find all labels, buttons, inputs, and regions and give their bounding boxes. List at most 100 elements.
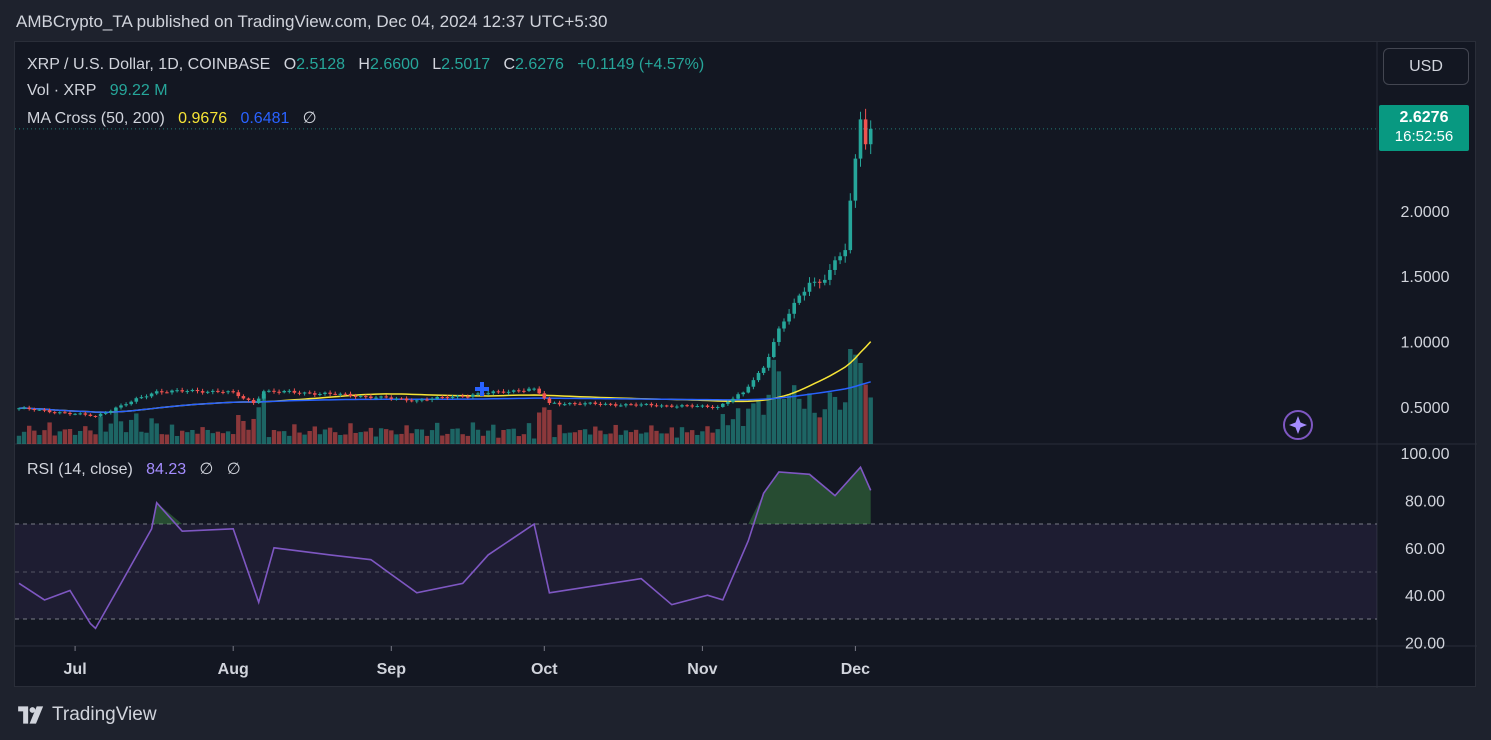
volume-bar [394,434,399,444]
candle [751,380,756,387]
candle [460,395,465,397]
volume-bar [57,431,62,444]
volume-bar [419,429,425,444]
volume-bar [164,434,170,444]
candle [78,413,82,415]
chart-canvas[interactable]: 0.5000 1.0000 1.5000 2.0000 20.00 40.00 60.00 8… [15,42,1477,688]
candle [649,403,654,406]
volume-bar [67,429,73,444]
candle [440,396,445,398]
candle [205,391,210,393]
high-label: H [358,56,370,73]
currency-button[interactable]: USD [1383,48,1469,85]
time-axis-tick: Dec [841,661,870,678]
volume-bar [501,429,506,444]
volume-bar [174,435,180,444]
candle [547,398,552,404]
volume-bar [572,432,578,444]
ma200-value: 0.6481 [240,110,290,127]
volume-bar [287,435,292,444]
volume-bar [195,433,200,444]
volume-bar [37,434,42,444]
candle [506,391,511,393]
candle [705,405,710,407]
volume-bar [516,436,521,444]
candle [384,396,388,398]
ma50-line [18,341,872,413]
candle [318,393,322,395]
ma50-value: 0.9676 [178,110,228,127]
candle [374,397,378,399]
volume-bar [741,425,746,444]
candle [588,402,592,404]
candle [154,391,159,394]
sparkle-icon[interactable] [1283,410,1313,440]
volume-bar [225,431,231,444]
volume-bar [577,430,583,444]
candle [389,397,394,399]
volume-bar [567,432,572,444]
volume-bar [154,423,159,444]
volume-bar [644,432,649,444]
candle [180,390,184,392]
candle [517,390,521,392]
candle [593,402,598,404]
candle [634,404,638,406]
candle [251,399,256,404]
candle [629,404,633,406]
chart-frame[interactable]: 0.5000 1.0000 1.5000 2.0000 20.00 40.00 60.00 8… [14,41,1477,688]
price-axis-tick: 1.5000 [1401,269,1450,286]
volume-bar [669,427,674,444]
volume-bar [486,430,491,444]
candle [292,390,297,393]
candle [797,295,802,303]
volume-bar [613,424,618,444]
rsi-legend: RSI (14, close) 84.23 ∅ ∅ [27,459,241,479]
volume-bar [664,433,669,444]
volume-bar [348,423,353,444]
volume-bar [205,429,210,444]
candle [211,390,215,392]
volume-bar [215,431,221,444]
candle [328,392,332,394]
candle [302,392,307,394]
candle [787,313,791,322]
candle [843,250,847,257]
ma-extra: ∅ [302,110,317,127]
volume-value: 99.22 M [109,82,168,99]
candle [608,403,613,405]
candle [761,367,766,373]
candle [134,398,139,402]
candle [415,400,419,402]
volume-bar [261,393,266,444]
candle [185,391,190,393]
footer-brand: TradingView [16,704,157,726]
candle [190,389,195,392]
volume-bar [103,431,108,444]
candle [756,372,761,381]
candle [170,390,174,393]
candle [695,406,700,408]
candle [37,409,42,411]
candle [710,406,715,408]
volume-bar [822,409,827,444]
candle [124,404,128,406]
rsi-overbought-fill [151,467,871,525]
candle [731,398,735,402]
candle [613,404,618,406]
volume-bar [771,359,776,444]
rsi-axis-tick: 20.00 [1405,636,1445,653]
volume-bar [440,435,445,444]
candle [466,396,470,398]
volume-bar [16,435,22,444]
ma-cross-marker[interactable] [475,382,489,396]
volume-bar [837,409,843,444]
candle [777,328,781,343]
volume-bar [853,354,858,444]
volume-bar [445,433,450,444]
candle [52,412,57,414]
volume-bar [827,392,833,444]
candle [782,321,786,329]
candle [119,405,123,408]
low-value: 2.5017 [441,56,491,73]
